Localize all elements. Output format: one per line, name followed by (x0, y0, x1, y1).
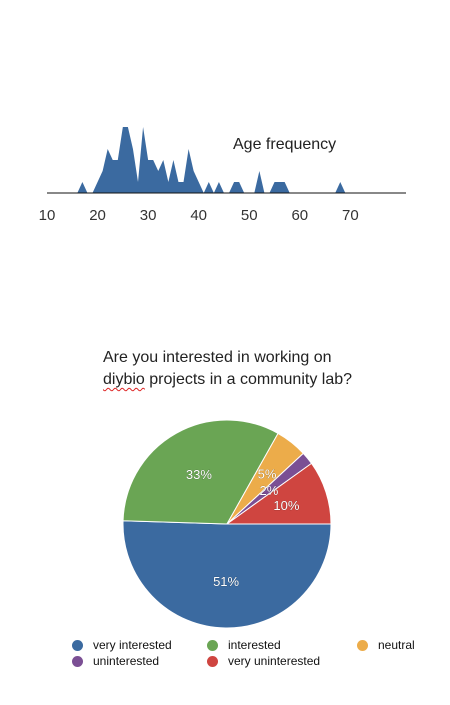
pie-label-neutral: 5% (258, 466, 277, 481)
age-tick-label: 70 (342, 207, 359, 224)
legend-item-interested: interested (207, 638, 281, 652)
age-frequency-area (77, 127, 351, 193)
pie-title-word-diybio: diybio (103, 371, 145, 388)
legend-swatch (207, 655, 218, 667)
age-frequency-svg: 10 20 30 40 50 60 70 (39, 127, 406, 224)
legend-label: uninterested (93, 654, 160, 668)
legend-swatch (72, 639, 83, 651)
legend-label: interested (228, 638, 281, 652)
age-tick-label: 20 (89, 207, 106, 224)
pie-slice-interested (122, 419, 279, 525)
age-tick-label: 10 (39, 207, 56, 224)
pie-chart-title: Are you interested in working on diybio … (103, 347, 403, 391)
age-tick-label: 30 (140, 207, 157, 224)
pie-title-line-2-rest: projects in a community lab? (144, 371, 353, 388)
pie-label-very-interested: 51% (213, 574, 239, 589)
legend-item-uninterested: uninterested (72, 654, 159, 668)
age-tick-label: 50 (241, 207, 258, 224)
pie-label-very-uninterested: 10% (273, 498, 299, 513)
interest-pie-chart: 51% 33% 5% 2%10% (122, 419, 332, 629)
legend-swatch (357, 639, 368, 651)
legend-label: very interested (93, 638, 172, 652)
pie-slice-very-uninterested (225, 462, 332, 525)
legend-label: very uninterested (228, 654, 321, 668)
legend-item-very-uninterested: very uninterested (207, 654, 320, 668)
pie-slice-very-interested (122, 520, 332, 629)
legend-item-neutral: neutral (357, 638, 415, 652)
age-chart-title: Age frequency (233, 136, 337, 153)
legend-label: neutral (378, 638, 415, 652)
pie-title-line-2: diybio projects in a community lab? (103, 369, 403, 391)
legend-swatch (207, 639, 218, 651)
pie-label-interested: 33% (186, 467, 212, 482)
age-tick-label: 40 (190, 207, 207, 224)
pie-label-uninterested: 2% (260, 483, 279, 498)
legend-item-very-interested: very interested (72, 638, 172, 652)
legend-swatch (72, 655, 83, 667)
pie-title-line-1: Are you interested in working on (103, 349, 332, 366)
age-tick-label: 60 (291, 207, 308, 224)
